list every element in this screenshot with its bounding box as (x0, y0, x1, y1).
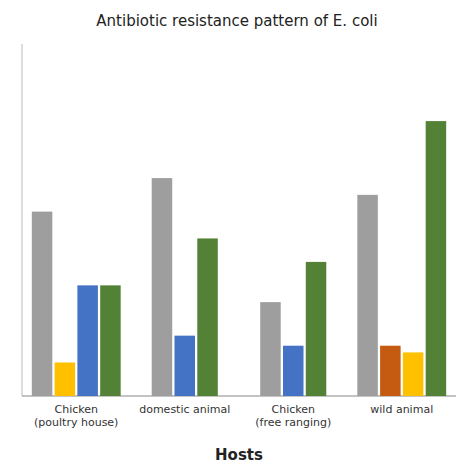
x-tick-label-line: Chicken (272, 403, 316, 416)
y-axis-line (22, 44, 23, 396)
x-axis-label: Hosts (215, 446, 263, 464)
bar (260, 302, 281, 396)
bars (32, 121, 446, 396)
bar (306, 262, 327, 396)
bar (32, 212, 53, 396)
bar (100, 285, 121, 396)
x-tick-label: Chicken(poultry house) (34, 403, 118, 429)
x-tick-label-line: (free ranging) (255, 416, 331, 429)
bar (283, 346, 304, 396)
chart: Chicken(poultry house)domestic animalChi… (0, 0, 474, 474)
x-tick-label-line: domestic animal (139, 403, 230, 416)
bar (357, 195, 378, 396)
bar (197, 238, 218, 396)
x-tick-label: wild animal (370, 403, 433, 416)
bar (380, 346, 401, 396)
x-tick-label-line: wild animal (370, 403, 433, 416)
bar (77, 285, 98, 396)
title: Antibiotic resistance pattern of E. coli (96, 12, 377, 30)
x-tick-label: Chicken(free ranging) (255, 403, 331, 429)
bar (403, 352, 424, 396)
chart-container: Chicken(poultry house)domestic animalChi… (0, 0, 474, 474)
x-tick-label: domestic animal (139, 403, 230, 416)
x-tick-label-line: (poultry house) (34, 416, 118, 429)
bar (174, 336, 195, 396)
bar (426, 121, 447, 396)
x-tick-label-line: Chicken (55, 403, 99, 416)
bar (55, 362, 76, 396)
bar (152, 178, 173, 396)
